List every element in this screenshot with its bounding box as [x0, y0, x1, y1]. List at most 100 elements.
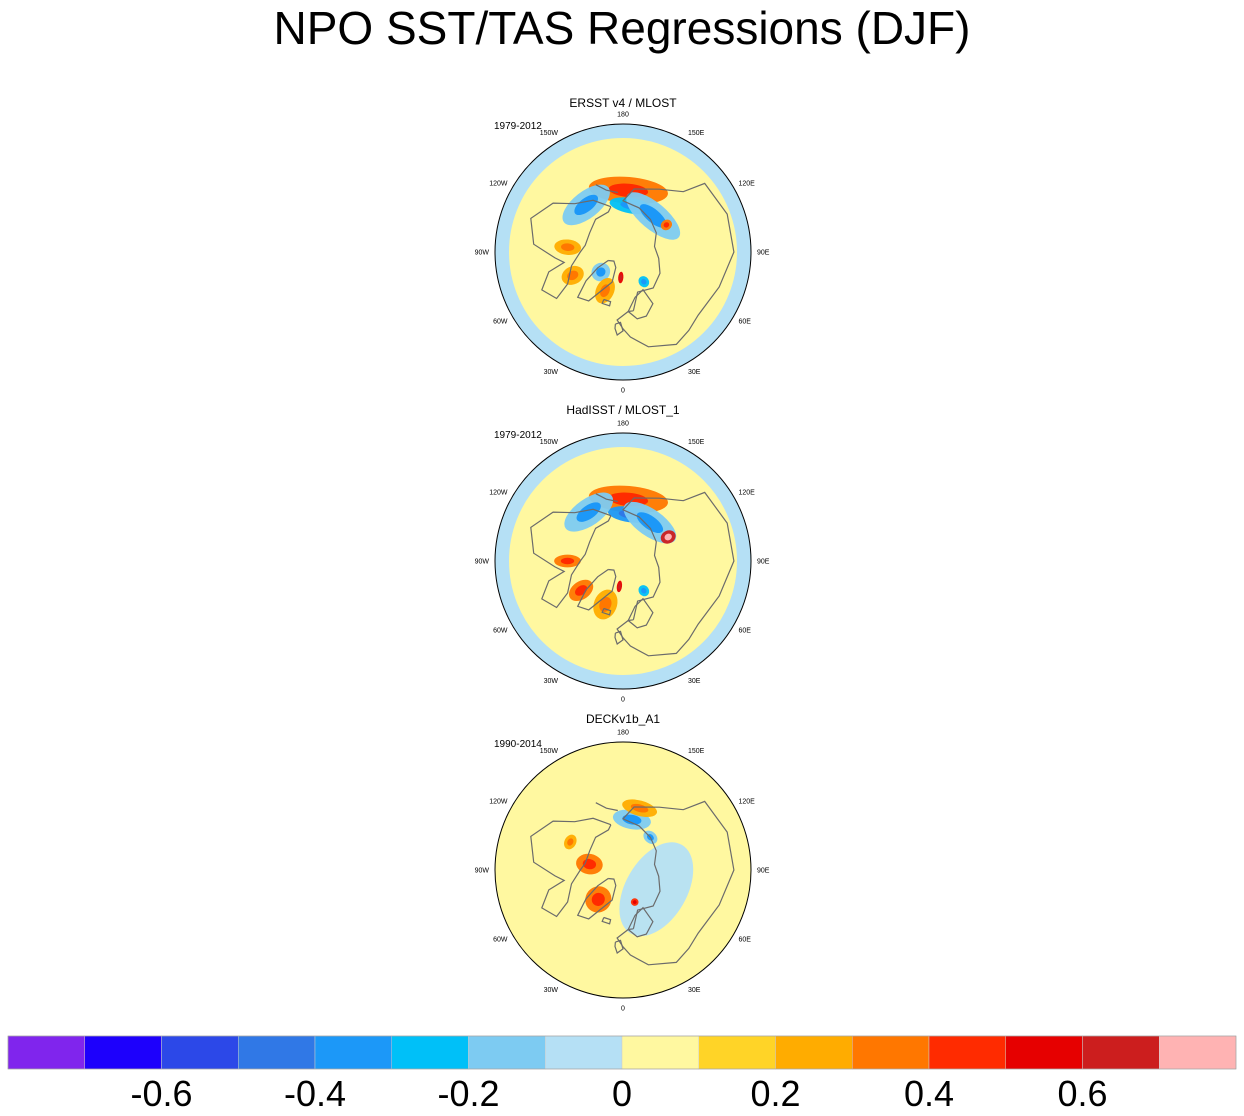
- longitude-label: 30W: [544, 678, 559, 685]
- anomaly-core-2: [622, 814, 642, 825]
- coastline-7: [614, 939, 624, 954]
- panel-3-title: DECKv1b_A1: [585, 712, 661, 726]
- colorbar-swatch: [545, 1035, 623, 1070]
- colorbar-swatch: [7, 1035, 85, 1070]
- longitude-label: 60E: [739, 937, 752, 944]
- longitude-label: 120W: [489, 181, 508, 188]
- longitude-label: 120W: [489, 799, 508, 806]
- longitude-label: 60E: [739, 319, 752, 326]
- coastline-5: [601, 607, 612, 616]
- anomaly-core-5: [591, 892, 605, 906]
- colorbar-swatch: [621, 1035, 699, 1070]
- coastline-1: [530, 508, 612, 609]
- anomaly-core-6: [560, 557, 575, 565]
- figure-title: NPO SST/TAS Regressions (DJF): [273, 2, 971, 54]
- map-background: [495, 433, 751, 689]
- anomaly-core-8: [596, 267, 606, 277]
- panel-2-title: HadISST / MLOST_1: [566, 403, 680, 417]
- colorbar-swatch: [391, 1035, 469, 1070]
- coastline-1: [530, 817, 612, 918]
- coastline-6: [595, 493, 618, 503]
- polar-map-panel-2: 180 150E 120E 90E 60E 30E 0 30W 60W 90W 120W 150W: [475, 421, 770, 704]
- map-border: [494, 432, 752, 690]
- anomaly-core-9: [619, 274, 623, 281]
- coastline-3: [616, 491, 735, 657]
- anomaly-core-4: [574, 194, 599, 216]
- longitude-label: 60W: [493, 628, 508, 635]
- longitude-label: 120E: [739, 490, 756, 497]
- anomaly-core-6: [567, 838, 574, 846]
- colorbar-swatch: [1082, 1035, 1160, 1070]
- anomaly-core-4: [576, 502, 601, 522]
- colorbar-swatch: [928, 1035, 1006, 1070]
- coastline-4: [627, 906, 654, 938]
- panel-1-years: 1979-2012: [494, 121, 542, 132]
- colorbar-tick-label: -0.6: [130, 1073, 193, 1114]
- map-background: [495, 124, 751, 380]
- anomaly-core-9: [641, 587, 647, 594]
- anomaly-core-3: [639, 204, 667, 228]
- longitude-label: 150E: [688, 439, 705, 446]
- coastline-6: [595, 184, 618, 194]
- polar-map-panel-3: 180 150E 120E 90E 60E 30E 0 30W 60W 90W 120W 150W: [475, 730, 770, 1013]
- longitude-label: 90E: [757, 250, 770, 257]
- longitude-label: 0: [621, 697, 625, 704]
- longitude-label: 150E: [688, 130, 705, 137]
- longitude-label: 180: [617, 112, 629, 119]
- colorbar-swatch: [852, 1035, 930, 1070]
- colorbar-swatch: [698, 1035, 776, 1070]
- longitude-label: 180: [617, 421, 629, 428]
- anomaly-core-3: [636, 512, 664, 533]
- longitude-label: 180: [617, 730, 629, 737]
- coastline-2: [576, 259, 617, 302]
- anomaly-core-6: [561, 243, 575, 252]
- longitude-label: 150E: [688, 748, 705, 755]
- anomaly-core-10: [641, 278, 647, 285]
- coastline-2: [576, 568, 617, 611]
- anomaly-core-8: [618, 583, 621, 590]
- longitude-label: 60W: [493, 319, 508, 326]
- coastline-4: [627, 288, 654, 320]
- colorbar-tick-label: -0.4: [283, 1073, 347, 1114]
- longitude-label: 0: [621, 388, 625, 395]
- anomaly-core-10: [599, 597, 612, 612]
- colorbar-swatch: [468, 1035, 546, 1070]
- longitude-label: 120E: [739, 181, 756, 188]
- panel-1-title: ERSST v4 / MLOST: [569, 96, 677, 110]
- colorbar-tick-label: 0.4: [903, 1073, 955, 1114]
- longitude-label: 30E: [688, 678, 701, 685]
- longitude-label: 30E: [688, 369, 701, 376]
- longitude-label: 60E: [739, 628, 752, 635]
- coastline-3: [616, 800, 735, 966]
- anomaly-core-5: [664, 533, 672, 541]
- colorbar-swatch: [84, 1035, 162, 1070]
- longitude-label: 30E: [688, 987, 701, 994]
- colorbar-tick-label: 0.2: [750, 1073, 801, 1114]
- polar-map-panel-1: 180 150E 120E 90E 60E 30E 0 30W 60W 90W 120W 150W: [475, 112, 770, 395]
- coastline-7: [614, 630, 624, 645]
- colorbar-frame: [7, 1035, 1237, 1070]
- colorbar-swatch: [1005, 1035, 1083, 1070]
- longitude-label: 30W: [544, 369, 559, 376]
- longitude-label: 60W: [493, 937, 508, 944]
- longitude-label: 90E: [757, 868, 770, 875]
- colorbar-swatch: [238, 1035, 316, 1070]
- longitude-label: 150W: [540, 130, 559, 137]
- colorbar-tick-label: 0.6: [1057, 1073, 1108, 1114]
- colorbar-tick-label: 0: [611, 1073, 633, 1114]
- longitude-label: 120W: [489, 490, 508, 497]
- coastline-4: [627, 597, 654, 629]
- anomaly-core-11: [600, 284, 610, 298]
- longitude-label: 120E: [739, 799, 756, 806]
- map-background: [495, 742, 751, 998]
- coastline-5: [601, 916, 612, 925]
- anomaly-core-7: [632, 900, 637, 904]
- anomaly-core-5: [663, 222, 670, 228]
- longitude-label: 30W: [544, 987, 559, 994]
- coastline-6: [595, 802, 618, 812]
- map-border: [494, 123, 752, 381]
- longitude-label: 150W: [540, 748, 559, 755]
- panel-2-years: 1979-2012: [494, 430, 542, 441]
